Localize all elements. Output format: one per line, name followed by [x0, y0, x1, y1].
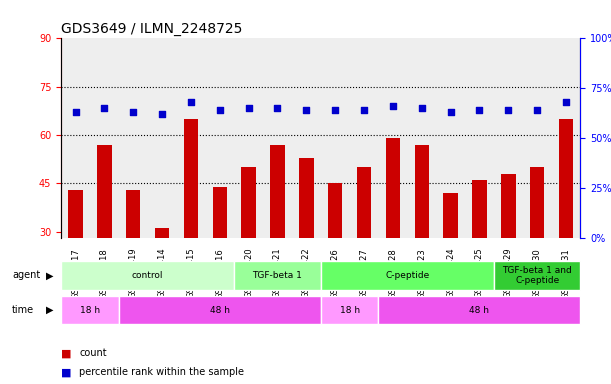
Point: [561, 99, 571, 105]
Point: [157, 111, 167, 118]
Point: [100, 105, 109, 111]
FancyBboxPatch shape: [61, 261, 234, 290]
Text: ■: ■: [61, 367, 71, 377]
Bar: [559, 119, 573, 328]
Point: [475, 107, 485, 113]
Bar: [357, 167, 371, 328]
FancyBboxPatch shape: [119, 296, 321, 324]
Text: C-peptide: C-peptide: [385, 271, 430, 280]
Bar: [184, 119, 198, 328]
Point: [417, 105, 426, 111]
Point: [244, 105, 254, 111]
Bar: [328, 183, 342, 328]
Text: TGF-beta 1: TGF-beta 1: [252, 271, 302, 280]
FancyBboxPatch shape: [378, 296, 580, 324]
Text: control: control: [132, 271, 163, 280]
FancyBboxPatch shape: [234, 261, 321, 290]
Text: 48 h: 48 h: [469, 306, 489, 314]
Text: 48 h: 48 h: [210, 306, 230, 314]
Text: ▶: ▶: [46, 305, 53, 315]
Point: [186, 99, 196, 105]
Point: [215, 107, 225, 113]
Bar: [270, 145, 285, 328]
Text: count: count: [79, 348, 107, 358]
FancyBboxPatch shape: [321, 261, 494, 290]
FancyBboxPatch shape: [321, 296, 378, 324]
Text: agent: agent: [12, 270, 40, 280]
Text: 18 h: 18 h: [340, 306, 360, 314]
Point: [331, 107, 340, 113]
Bar: [213, 187, 227, 328]
Text: ■: ■: [61, 348, 71, 358]
Bar: [386, 138, 400, 328]
Text: 18 h: 18 h: [80, 306, 100, 314]
Bar: [472, 180, 487, 328]
Point: [301, 107, 311, 113]
Bar: [126, 190, 141, 328]
Text: percentile rank within the sample: percentile rank within the sample: [79, 367, 244, 377]
Point: [388, 103, 398, 109]
Bar: [97, 145, 112, 328]
Point: [532, 107, 542, 113]
Bar: [241, 167, 256, 328]
Text: ▶: ▶: [46, 270, 53, 280]
Text: time: time: [12, 305, 34, 315]
Text: GDS3649 / ILMN_2248725: GDS3649 / ILMN_2248725: [61, 22, 243, 36]
Point: [445, 109, 455, 115]
Point: [273, 105, 282, 111]
Point: [71, 109, 81, 115]
Bar: [68, 190, 82, 328]
Bar: [501, 174, 516, 328]
Bar: [444, 193, 458, 328]
Bar: [414, 145, 429, 328]
Text: TGF-beta 1 and
C-peptide: TGF-beta 1 and C-peptide: [502, 266, 572, 285]
Bar: [530, 167, 544, 328]
Bar: [299, 157, 313, 328]
Point: [128, 109, 138, 115]
Bar: [155, 228, 169, 328]
FancyBboxPatch shape: [61, 296, 119, 324]
Point: [359, 107, 369, 113]
Point: [503, 107, 513, 113]
FancyBboxPatch shape: [494, 261, 580, 290]
